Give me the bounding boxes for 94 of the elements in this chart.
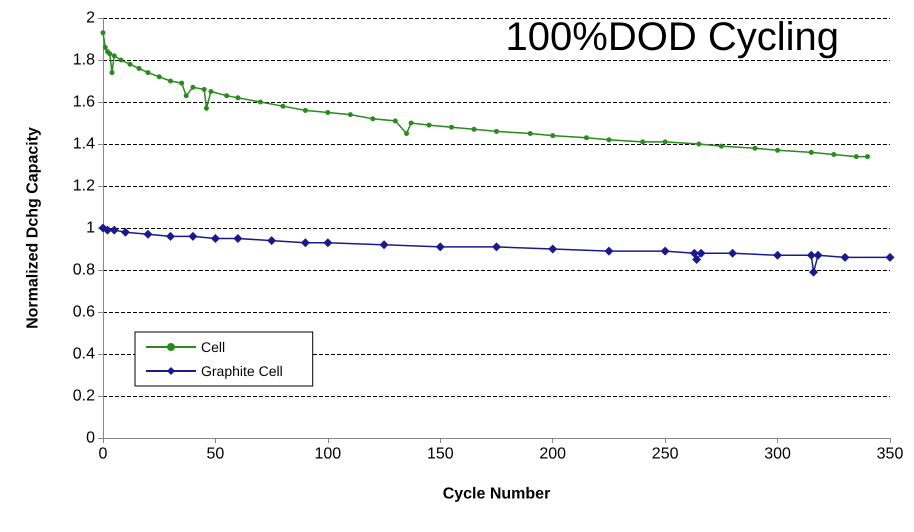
point: [233, 234, 242, 243]
legend-label: Cell: [201, 339, 226, 355]
point: [604, 246, 614, 256]
point: [408, 120, 414, 126]
point: [550, 133, 556, 138]
point: [267, 236, 276, 246]
y-tick-label: 0.2: [72, 388, 96, 404]
y-tick-label: 1.4: [72, 136, 96, 152]
point: [168, 78, 173, 84]
point: [775, 148, 780, 153]
point: [696, 248, 706, 258]
y-tick-label: 0: [86, 430, 96, 446]
point: [280, 104, 286, 109]
point: [107, 51, 112, 56]
point: [145, 70, 150, 76]
point: [426, 122, 432, 128]
x-tick-label: 100: [314, 446, 342, 462]
point: [492, 242, 501, 252]
point: [660, 246, 670, 256]
point: [831, 152, 836, 157]
point: [472, 126, 477, 132]
point: [136, 66, 142, 71]
point: [323, 238, 332, 248]
point: [728, 248, 738, 258]
point: [718, 144, 724, 149]
point: [156, 74, 162, 80]
point: [100, 30, 106, 36]
point: [300, 238, 310, 248]
point: [208, 89, 214, 94]
x-tick-label: 200: [539, 446, 566, 462]
x-tick-label: 250: [652, 446, 679, 462]
legend-label: Graphite Cell: [201, 363, 283, 379]
point: [809, 268, 818, 277]
y-tick-label: 1.6: [72, 94, 96, 110]
point: [143, 230, 152, 239]
y-tick-label: 0.8: [72, 262, 96, 278]
point: [696, 142, 702, 146]
point: [814, 250, 823, 260]
point: [808, 150, 814, 155]
y-tick-label: 0.4: [72, 346, 96, 362]
point: [494, 128, 499, 134]
point: [127, 62, 132, 67]
point: [548, 244, 558, 254]
y-tick-label: 1.2: [72, 178, 96, 194]
point: [102, 44, 108, 50]
point: [190, 84, 196, 90]
point: [210, 234, 220, 243]
point: [202, 86, 207, 92]
point: [404, 131, 410, 136]
point: [118, 58, 124, 62]
y-tick-label: 0.6: [72, 304, 96, 320]
point: [584, 135, 589, 140]
point: [886, 252, 894, 262]
point: [752, 146, 758, 151]
y-axis-title: Normalized Dchg Capacity: [24, 126, 42, 329]
point: [112, 53, 117, 58]
point: [110, 226, 119, 235]
point: [184, 93, 189, 98]
point: [325, 110, 330, 115]
point: [606, 137, 612, 142]
point: [436, 242, 445, 252]
x-axis-title: Cycle Number: [442, 486, 550, 502]
point: [854, 154, 859, 160]
point: [179, 80, 184, 86]
x-tick-label: 50: [206, 446, 224, 462]
x-tick-label: 0: [98, 446, 108, 462]
point: [166, 232, 175, 241]
point: [258, 100, 263, 104]
point: [110, 70, 114, 76]
y-tick-label: 1.8: [72, 52, 96, 68]
point: [865, 154, 870, 160]
point: [392, 118, 398, 124]
point: [840, 252, 850, 262]
point: [302, 108, 308, 113]
chart-title: 100%DOD Cycling: [506, 15, 840, 59]
point: [235, 95, 240, 100]
point: [370, 116, 376, 122]
point: [662, 139, 668, 144]
point: [380, 240, 389, 250]
y-tick-label: 1: [86, 220, 96, 236]
point: [348, 112, 353, 118]
point: [692, 255, 702, 264]
point: [224, 93, 230, 98]
point: [120, 228, 130, 237]
point: [204, 106, 209, 111]
point: [640, 139, 646, 144]
y-tick-label: 2: [86, 10, 96, 26]
point: [528, 131, 533, 136]
x-tick-label: 350: [876, 446, 904, 462]
x-tick-label: 150: [426, 446, 454, 462]
point: [188, 232, 198, 241]
point: [773, 250, 782, 260]
x-tick-label: 300: [764, 446, 792, 462]
point: [449, 124, 454, 130]
